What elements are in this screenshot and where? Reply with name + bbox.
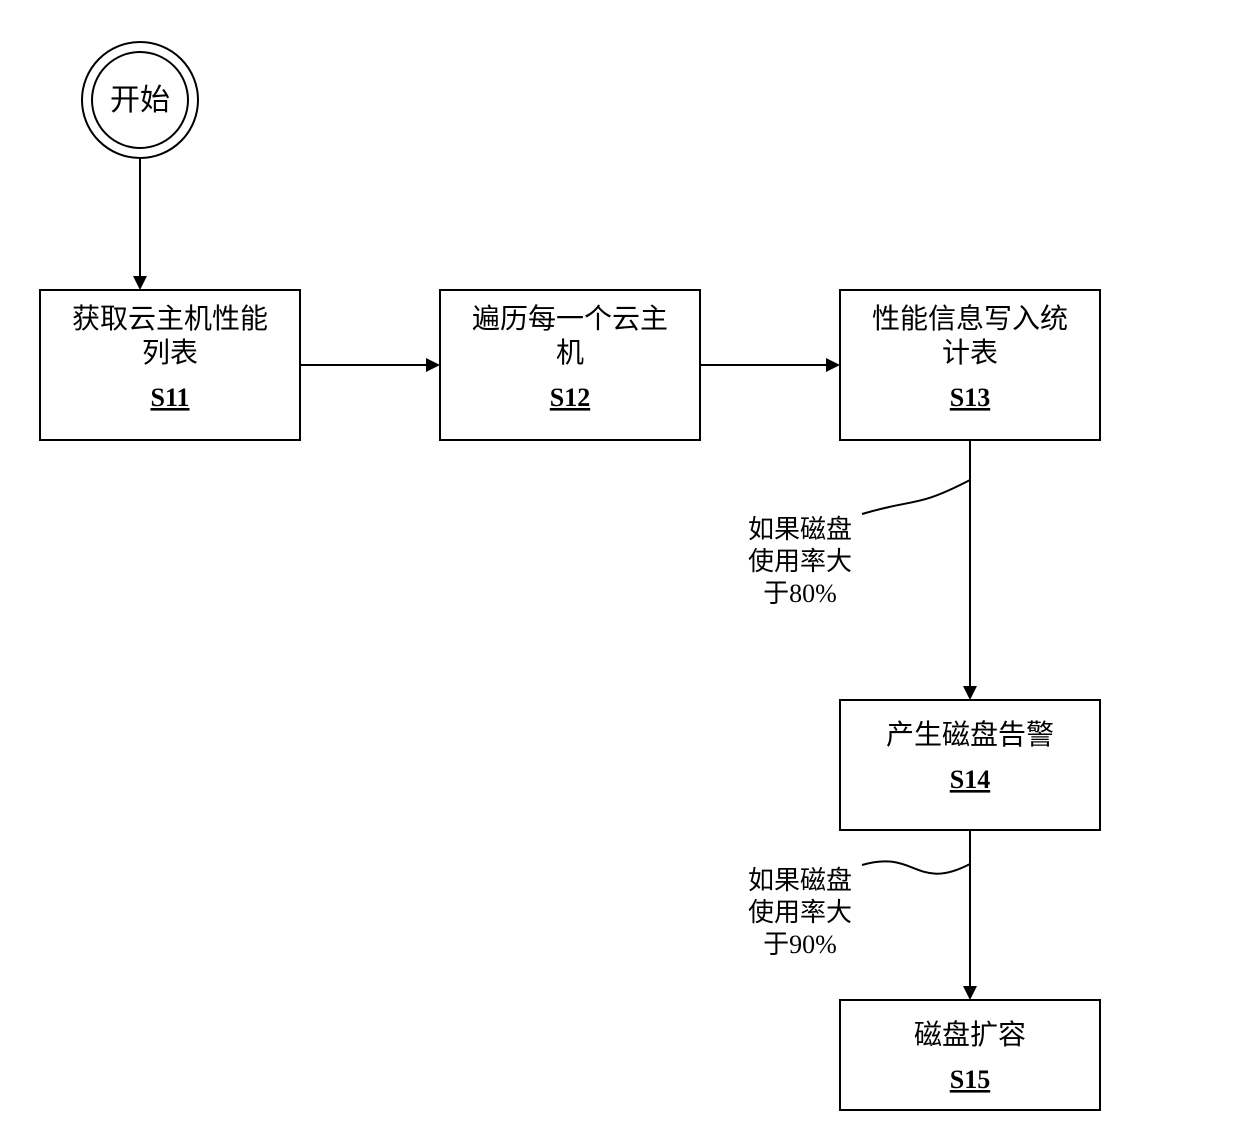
condition-90-line: 使用率大 xyxy=(748,898,852,927)
node-s13-label-line: 性能信息写入统 xyxy=(872,303,1068,335)
node-s11-label-line: 列表 xyxy=(142,337,198,369)
node-s12-label-line: 遍历每一个云主 xyxy=(472,303,668,335)
condition-90-line: 于90% xyxy=(763,930,837,959)
condition-80-line: 如果磁盘 xyxy=(748,515,852,544)
arrow-head xyxy=(963,986,977,1000)
node-s12-id: S12 xyxy=(550,383,590,412)
callout-90 xyxy=(862,861,970,873)
node-s15-id: S15 xyxy=(950,1065,990,1094)
node-s14-label-line: 产生磁盘告警 xyxy=(886,719,1054,751)
node-s13-id: S13 xyxy=(950,383,990,412)
node-s11-label-line: 获取云主机性能 xyxy=(72,303,268,335)
node-s13-label-line: 计表 xyxy=(942,337,998,369)
condition-90-line: 如果磁盘 xyxy=(748,866,852,895)
arrow-head xyxy=(133,276,147,290)
node-s12-label-line: 机 xyxy=(556,337,584,369)
arrow-head xyxy=(426,358,440,372)
start-label: 开始 xyxy=(110,84,170,117)
condition-80-line: 使用率大 xyxy=(748,547,852,576)
condition-80-line: 于80% xyxy=(763,579,837,608)
arrow-head xyxy=(963,686,977,700)
flowchart-canvas: 开始获取云主机性能列表 S11 遍历每一个云主机 S12 性能信息写入统计表 S13 产生磁… xyxy=(0,0,1240,1144)
node-s11-id: S11 xyxy=(150,383,189,412)
node-s14-id: S14 xyxy=(950,765,990,794)
arrow-head xyxy=(826,358,840,372)
node-s15-label-line: 磁盘扩容 xyxy=(914,1019,1026,1051)
callout-80 xyxy=(862,480,970,514)
